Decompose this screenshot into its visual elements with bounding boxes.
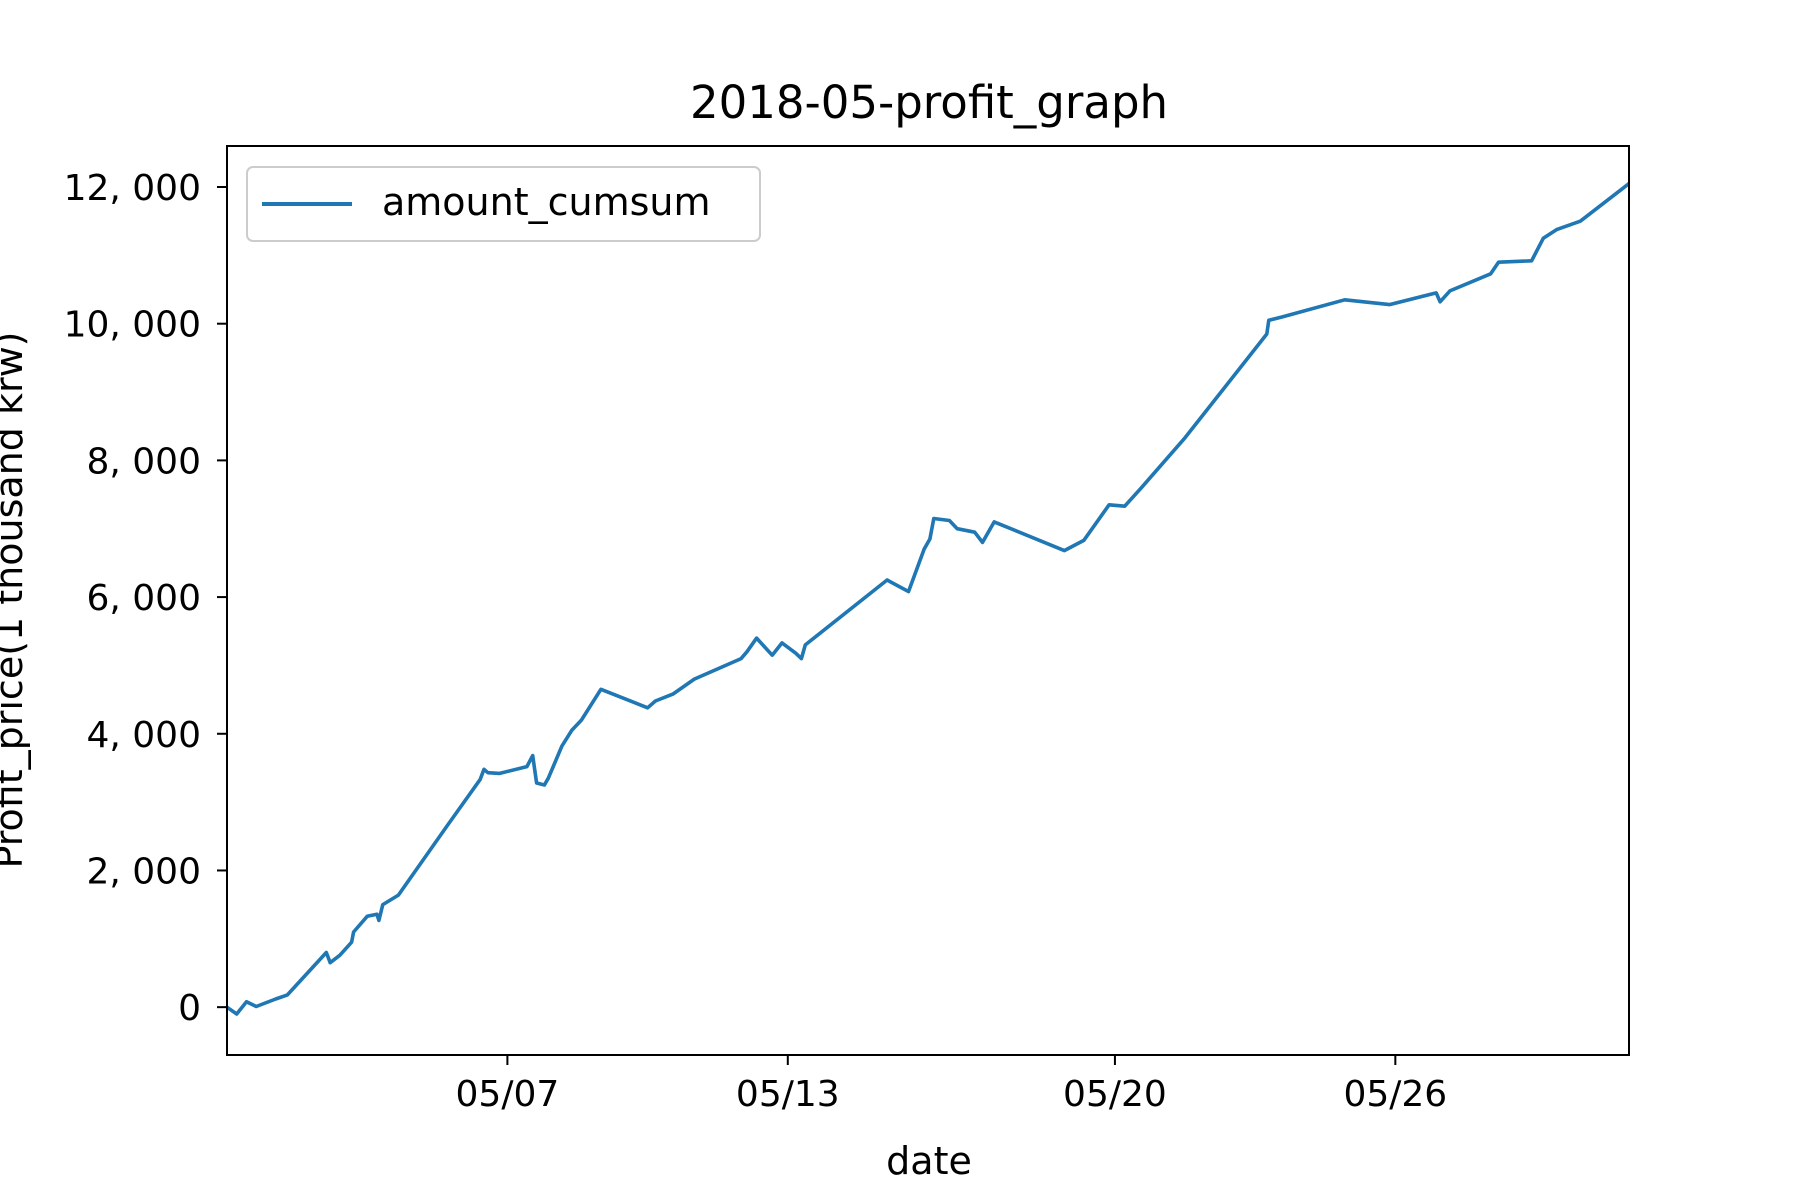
y-tick-label: 4, 000 xyxy=(86,715,201,756)
y-tick-label: 6, 000 xyxy=(86,578,201,619)
series-line-amount-cumsum xyxy=(227,181,1629,1016)
x-axis-ticks: 05/07 05/13 05/20 05/26 xyxy=(456,1055,1447,1115)
y-tick-label: 0 xyxy=(178,988,201,1029)
y-tick-label: 8, 000 xyxy=(86,441,201,482)
plot-frame xyxy=(226,145,1630,1056)
y-axis-label: Profit_price(1 thousand krw) xyxy=(0,332,31,869)
legend-box xyxy=(246,166,761,242)
x-axis-label: date xyxy=(886,1139,972,1183)
legend: amount_cumsum xyxy=(246,166,761,242)
chart-title: 2018-05-profit_graph xyxy=(690,76,1168,129)
y-tick-label: 2, 000 xyxy=(86,851,201,892)
legend-label: amount_cumsum xyxy=(382,180,711,224)
y-tick-label: 12, 000 xyxy=(64,168,201,209)
x-tick-label: 05/07 xyxy=(456,1074,560,1115)
y-tick-label: 10, 000 xyxy=(64,305,201,346)
x-tick-label: 05/13 xyxy=(736,1074,840,1115)
y-axis-ticks: 0 2, 000 4, 000 6, 000 8, 000 10, 000 12, 000 xyxy=(64,168,227,1029)
x-tick-label: 05/26 xyxy=(1343,1074,1447,1115)
x-tick-label: 05/20 xyxy=(1063,1074,1167,1115)
